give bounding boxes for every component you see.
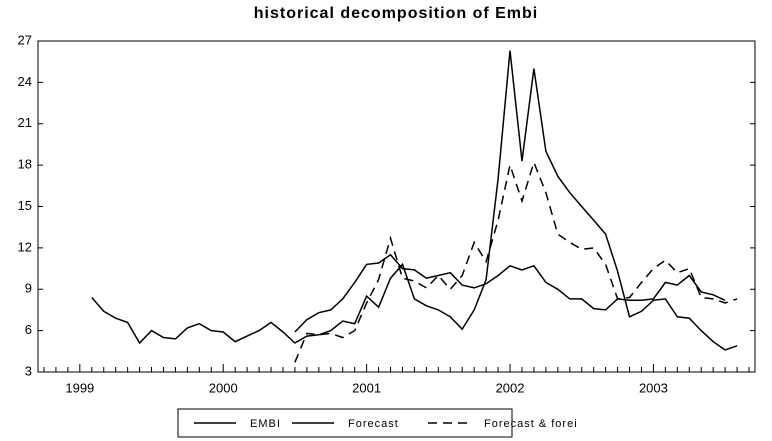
series-line [294, 160, 738, 363]
x-tick-label: 1999 [65, 380, 94, 395]
series-line [91, 50, 738, 351]
x-tick-label: 2003 [639, 380, 668, 395]
series-line [294, 253, 726, 333]
y-tick-label: 15 [18, 198, 32, 213]
y-tick-label: 24 [18, 74, 32, 89]
plot-frame [37, 40, 756, 373]
x-tick-label: 2001 [352, 380, 381, 395]
x-tick-label: 2002 [496, 380, 525, 395]
legend-label: Forecast [348, 418, 399, 430]
y-tick-label: 9 [25, 281, 32, 296]
y-tick-label: 18 [18, 157, 32, 172]
y-tick-label: 3 [25, 363, 32, 378]
legend-label: Forecast & forei [484, 418, 578, 430]
chart-title: historical decomposition of Embi [254, 5, 538, 22]
y-tick-label: 12 [18, 239, 32, 254]
y-tick-label: 21 [18, 115, 32, 130]
y-tick-label: 27 [18, 32, 32, 47]
x-tick-label: 2000 [209, 380, 238, 395]
legend-label: EMBI [250, 418, 281, 430]
y-tick-label: 6 [25, 322, 32, 337]
